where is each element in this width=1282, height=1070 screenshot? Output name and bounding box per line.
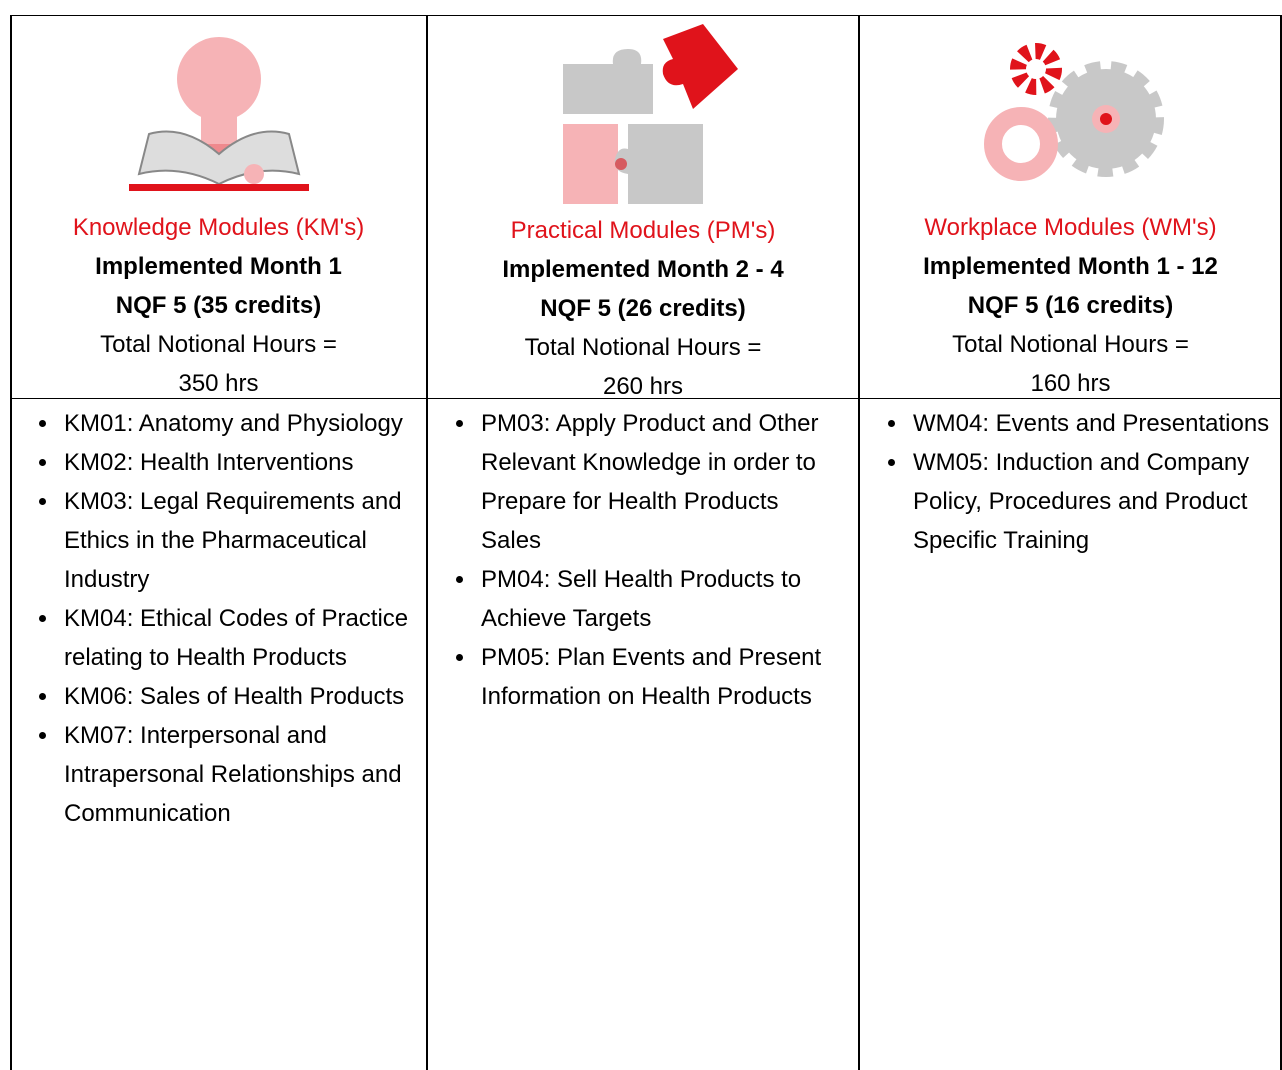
module-item: WM04: Events and Presentations bbox=[909, 404, 1282, 443]
module-title: Practical Modules (PM's) bbox=[510, 217, 776, 244]
border bbox=[858, 15, 860, 1070]
hours-label: Total Notional Hours = bbox=[524, 334, 762, 361]
header-cell: Workplace Modules (WM's) Implemented Mont… bbox=[859, 15, 1282, 399]
module-item: KM03: Legal Requirements and Ethics in t… bbox=[60, 482, 427, 599]
nqf-level: NQF 5 (26 credits) bbox=[540, 295, 746, 322]
module-item: KM06: Sales of Health Products bbox=[60, 677, 427, 716]
hours: 260 hrs bbox=[602, 373, 684, 400]
header-cell: Knowledge Modules (KM's) Implemented Mont… bbox=[10, 15, 427, 399]
implemented: Implemented Month 1 bbox=[95, 253, 342, 280]
body-cell: PM03: Apply Product and Other Relevant K… bbox=[427, 398, 859, 1070]
module-item: PM03: Apply Product and Other Relevant K… bbox=[477, 404, 837, 560]
nqf-level: NQF 5 (16 credits) bbox=[967, 292, 1174, 319]
nqf-level: NQF 5 (35 credits) bbox=[115, 292, 322, 319]
border bbox=[426, 15, 428, 1070]
body-cell: KM01: Anatomy and PhysiologyKM02: Health… bbox=[10, 398, 427, 1070]
module-item: PM05: Plan Events and Present Informatio… bbox=[477, 638, 837, 716]
module-list: KM01: Anatomy and PhysiologyKM02: Health… bbox=[10, 404, 427, 833]
header-cell: Practical Modules (PM's) Implemented Mont… bbox=[427, 15, 859, 400]
module-item: KM01: Anatomy and Physiology bbox=[60, 404, 427, 443]
gears-icon bbox=[983, 43, 1164, 181]
hours: 350 hrs bbox=[178, 370, 259, 397]
header-text: Workplace Modules (WM's) Implemented Mont… bbox=[859, 208, 1282, 403]
module-item: PM04: Sell Health Products to Achieve Ta… bbox=[477, 560, 837, 638]
module-title: Knowledge Modules (KM's) bbox=[72, 214, 365, 241]
header-text: Practical Modules (PM's) Implemented Mont… bbox=[427, 211, 859, 406]
module-item: KM07: Interpersonal and Intrapersonal Re… bbox=[60, 716, 427, 833]
hours-label: Total Notional Hours = bbox=[100, 331, 337, 358]
module-item: WM05: Induction and Company Policy, Proc… bbox=[909, 443, 1282, 560]
module-title: Workplace Modules (WM's) bbox=[924, 214, 1217, 241]
hours: 160 hrs bbox=[1030, 370, 1111, 397]
implemented: Implemented Month 1 - 12 bbox=[923, 253, 1218, 280]
module-item: KM02: Health Interventions bbox=[60, 443, 427, 482]
puzzle-icon bbox=[563, 24, 738, 204]
module-item: KM04: Ethical Codes of Practice relating… bbox=[60, 599, 427, 677]
hours-label: Total Notional Hours = bbox=[952, 331, 1189, 358]
border bbox=[10, 15, 12, 1070]
implemented: Implemented Month 2 - 4 bbox=[502, 256, 784, 283]
border bbox=[1280, 15, 1282, 1070]
module-list: PM03: Apply Product and Other Relevant K… bbox=[427, 404, 859, 716]
bulb-book-icon bbox=[128, 37, 309, 191]
module-list: WM04: Events and PresentationsWM05: Indu… bbox=[859, 404, 1282, 560]
body-cell: WM04: Events and PresentationsWM05: Indu… bbox=[859, 398, 1282, 1070]
header-text: Knowledge Modules (KM's) Implemented Mont… bbox=[10, 208, 427, 403]
